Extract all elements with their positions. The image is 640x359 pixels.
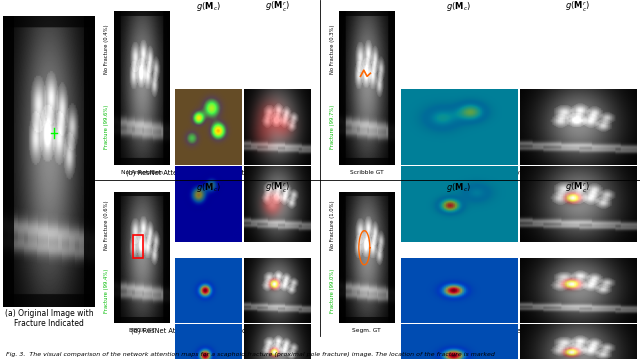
Text: No Fracture (0.4%): No Fracture (0.4%) [104,25,109,74]
Text: Fracture (99.4%): Fracture (99.4%) [104,269,109,313]
Text: $g(\mathbf{M}_c)$: $g(\mathbf{M}_c)$ [196,0,221,13]
Text: (c) ResNet Attention Guided by Scribble: (c) ResNet Attention Guided by Scribble [416,169,549,176]
Text: $g(\mathbf{M}_c^r)$: $g(\mathbf{M}_c^r)$ [565,181,591,195]
Text: $g(\mathbf{M}_c^r)$: $g(\mathbf{M}_c^r)$ [265,0,291,14]
Text: $g(\mathbf{M}_c^r)$: $g(\mathbf{M}_c^r)$ [265,181,291,195]
Text: No Fracture (1.0%): No Fracture (1.0%) [330,200,335,250]
Text: (d) ResNet Attention Guided by Bounding Box: (d) ResNet Attention Guided by Bounding … [131,327,284,334]
Text: $g(\mathbf{M}_c)$: $g(\mathbf{M}_c)$ [446,181,472,194]
Text: BBOX GT: BBOX GT [129,328,154,333]
Text: Scribble GT: Scribble GT [350,170,383,175]
Text: Segm. GT: Segm. GT [353,328,381,333]
Text: $g(\mathbf{M}_c)$: $g(\mathbf{M}_c)$ [446,0,472,13]
Text: (e) ResNet Attention Guided by Segmentation: (e) ResNet Attention Guided by Segmentat… [406,327,559,334]
Text: (b) ResNet Attention without Attention Guidance: (b) ResNet Attention without Attention G… [126,169,289,176]
Text: No Annotation: No Annotation [120,170,163,175]
Text: $g(\mathbf{M}_c)$: $g(\mathbf{M}_c)$ [196,181,221,194]
Text: Fracture (99.6%): Fracture (99.6%) [104,104,109,149]
Text: No Fracture (0.6%): No Fracture (0.6%) [104,200,109,250]
Text: Fracture (99.0%): Fracture (99.0%) [330,269,335,313]
Text: $g(\mathbf{M}_c^r)$: $g(\mathbf{M}_c^r)$ [565,0,591,14]
Text: Fracture (99.7%): Fracture (99.7%) [330,104,335,149]
Text: (a) Original Image with
Fracture Indicated: (a) Original Image with Fracture Indicat… [4,309,93,328]
Text: Fig. 3.  The visual comparison of the network attention maps for a scaphoid frac: Fig. 3. The visual comparison of the net… [6,352,495,357]
Text: No Fracture (0.3%): No Fracture (0.3%) [330,25,335,74]
Bar [133,235,143,258]
